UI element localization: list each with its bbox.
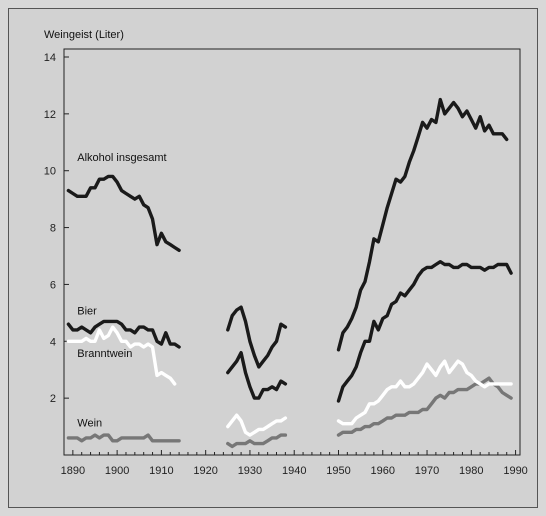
x-tick-label: 1900 — [105, 465, 129, 477]
series-line-alkohol-insgesamt-segment-2 — [228, 307, 286, 367]
series-line-alkohol-insgesamt-segment-3 — [339, 100, 507, 350]
y-tick-label: 8 — [50, 223, 56, 235]
x-tick-label: 1920 — [193, 465, 217, 477]
series-line-wein-segment-1 — [68, 435, 179, 441]
series-line-wein-segment-2 — [228, 435, 286, 446]
x-tick-label: 1990 — [503, 465, 527, 477]
x-tick-label: 1950 — [326, 465, 350, 477]
series-line-branntwein-segment-2 — [228, 415, 286, 435]
series-line-branntwein-segment-3 — [339, 361, 512, 424]
y-tick-label: 2 — [50, 393, 56, 405]
x-tick-label: 1960 — [371, 465, 395, 477]
axes: 2 4 6 8 10 12 14 1890 1900 1910 1920 1930 1940 1950 19… — [44, 49, 528, 477]
y-tick-label: 14 — [44, 52, 56, 64]
x-tick-label: 1970 — [415, 465, 439, 477]
y-axis-label: Weingeist (Liter) — [44, 29, 124, 41]
x-tick-label: 1890 — [61, 465, 85, 477]
annotation-alkohol-insgesamt: Alkohol insgesamt — [77, 152, 166, 164]
x-tick-label: 1930 — [238, 465, 262, 477]
annotation-branntwein: Branntwein — [77, 348, 132, 360]
annotations: Alkohol insgesamt Bier Branntwein Wein — [77, 152, 166, 430]
y-tick-label: 10 — [44, 166, 56, 178]
annotation-bier: Bier — [77, 305, 97, 317]
x-tick-label: 1910 — [149, 465, 173, 477]
annotation-wein: Wein — [77, 418, 102, 430]
y-tick-label: 6 — [50, 279, 56, 291]
x-tick-label: 1980 — [459, 465, 483, 477]
y-tick-label: 12 — [44, 109, 56, 121]
series-line-bier-segment-1 — [68, 321, 179, 347]
y-tick-label: 4 — [50, 336, 56, 348]
x-tick-label: 1940 — [282, 465, 306, 477]
series-line-alkohol-insgesamt-segment-1 — [68, 176, 179, 250]
